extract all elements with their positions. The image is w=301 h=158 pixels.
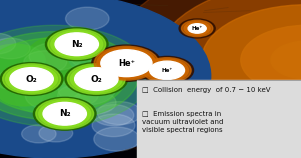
- Circle shape: [22, 125, 56, 143]
- Text: He⁺: He⁺: [118, 59, 135, 68]
- Circle shape: [8, 67, 55, 91]
- Circle shape: [0, 38, 30, 59]
- Circle shape: [39, 100, 91, 127]
- Circle shape: [45, 28, 108, 61]
- Circle shape: [141, 56, 194, 84]
- Circle shape: [98, 102, 141, 125]
- Text: N₂: N₂: [71, 40, 82, 49]
- Circle shape: [92, 114, 135, 137]
- Circle shape: [24, 51, 67, 73]
- Circle shape: [0, 33, 16, 54]
- Circle shape: [71, 91, 116, 114]
- Circle shape: [70, 65, 122, 93]
- Circle shape: [51, 31, 103, 58]
- Circle shape: [48, 29, 106, 59]
- Circle shape: [66, 7, 109, 30]
- Circle shape: [65, 63, 128, 95]
- Circle shape: [157, 0, 301, 139]
- Circle shape: [241, 25, 301, 95]
- Circle shape: [71, 47, 112, 68]
- Circle shape: [100, 49, 153, 77]
- Circle shape: [202, 5, 301, 115]
- Circle shape: [10, 68, 53, 90]
- Text: N₂: N₂: [59, 109, 70, 118]
- Circle shape: [0, 44, 45, 76]
- Circle shape: [0, 62, 63, 96]
- Circle shape: [188, 24, 206, 33]
- Polygon shape: [0, 32, 138, 120]
- Polygon shape: [0, 38, 126, 114]
- Circle shape: [182, 20, 213, 37]
- Circle shape: [3, 64, 61, 94]
- Circle shape: [148, 61, 186, 80]
- Circle shape: [57, 85, 98, 106]
- Circle shape: [75, 68, 118, 90]
- Circle shape: [179, 19, 215, 38]
- Circle shape: [6, 65, 57, 93]
- Circle shape: [43, 102, 86, 125]
- Text: He⁺: He⁺: [191, 26, 203, 31]
- Circle shape: [67, 64, 125, 94]
- Circle shape: [29, 42, 82, 70]
- Circle shape: [54, 32, 100, 56]
- Circle shape: [0, 63, 63, 95]
- Circle shape: [111, 0, 301, 158]
- Circle shape: [33, 97, 96, 130]
- Circle shape: [25, 82, 80, 110]
- Circle shape: [93, 105, 134, 126]
- Circle shape: [146, 59, 188, 82]
- Circle shape: [143, 58, 191, 83]
- Bar: [137, 80, 301, 158]
- Circle shape: [94, 127, 140, 151]
- Circle shape: [6, 75, 42, 95]
- Circle shape: [150, 61, 185, 79]
- Circle shape: [39, 124, 73, 142]
- Circle shape: [69, 49, 111, 71]
- Circle shape: [92, 45, 161, 81]
- Circle shape: [58, 75, 115, 105]
- Text: □  Collision  energy  of 0.7 − 10 keV: □ Collision energy of 0.7 − 10 keV: [142, 87, 271, 93]
- Circle shape: [187, 23, 207, 34]
- Circle shape: [36, 99, 94, 129]
- Circle shape: [15, 82, 75, 114]
- Polygon shape: [0, 25, 150, 126]
- Text: O₂: O₂: [90, 75, 102, 83]
- Text: He⁺: He⁺: [161, 68, 173, 73]
- Circle shape: [73, 67, 119, 91]
- Text: □  Emission spectra in
vacuum ultraviolet and
visible spectral regions: □ Emission spectra in vacuum ultraviolet…: [142, 111, 224, 133]
- Circle shape: [271, 41, 301, 79]
- Circle shape: [42, 90, 90, 115]
- Circle shape: [184, 22, 210, 35]
- Text: O₂: O₂: [26, 75, 38, 83]
- Circle shape: [0, 70, 33, 90]
- Circle shape: [42, 102, 88, 126]
- Circle shape: [0, 0, 211, 158]
- Circle shape: [27, 35, 105, 76]
- Circle shape: [57, 68, 111, 96]
- Circle shape: [94, 46, 159, 80]
- Circle shape: [97, 48, 156, 79]
- Circle shape: [101, 50, 152, 77]
- Circle shape: [55, 33, 98, 56]
- Circle shape: [66, 0, 301, 158]
- Circle shape: [0, 77, 51, 106]
